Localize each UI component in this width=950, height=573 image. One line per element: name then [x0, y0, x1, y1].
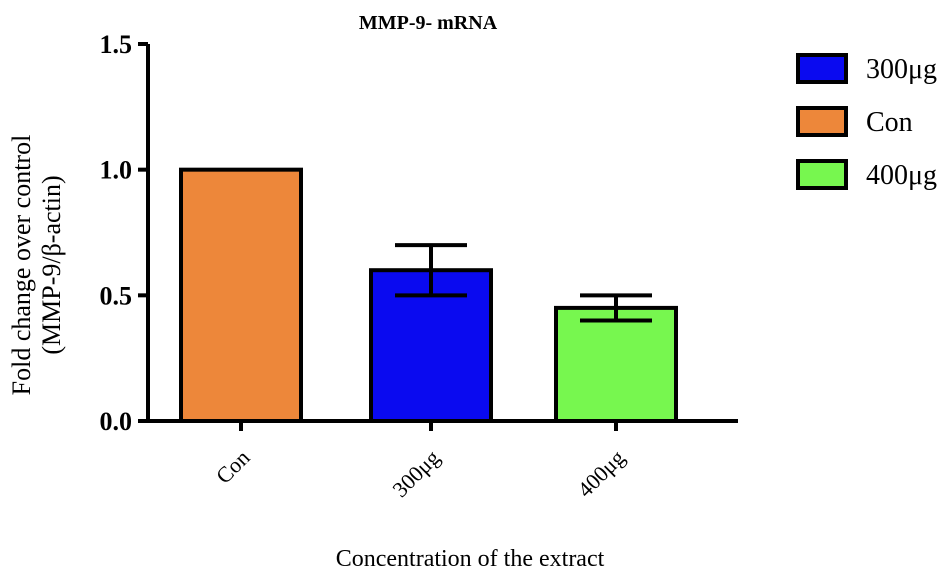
- chart-title: MMP-9- mRNA: [359, 12, 498, 34]
- x-tick-label-3: 400μg: [572, 445, 629, 502]
- legend-item-3: 400μg: [796, 159, 937, 191]
- x-tick-label-1: Con: [211, 445, 255, 489]
- x-axis-label: Concentration of the extract: [336, 546, 605, 572]
- y-tick-label-4: 1.5: [100, 30, 133, 59]
- y-tick-label-2: 0.5: [100, 281, 133, 310]
- legend-swatch: [796, 106, 848, 137]
- legend-label: 400μg: [866, 160, 937, 191]
- bar-3: [554, 305, 678, 423]
- legend-label: 300μg: [866, 54, 937, 85]
- legend-swatch: [796, 53, 848, 84]
- y-axis-label-line1: Fold change over control: [7, 135, 36, 396]
- legend-label: Con: [866, 107, 913, 138]
- error-bar-3: [580, 293, 652, 323]
- error-bar-2: [395, 243, 467, 298]
- legend-swatch: [796, 159, 848, 190]
- y-axis-label: Fold change over control (MMP-9/β-actin): [7, 135, 66, 396]
- y-axis-label-line2: (MMP-9/β-actin): [37, 175, 66, 354]
- y-tick-label-1: 0.0: [100, 407, 133, 436]
- y-tick-label-3: 1.0: [100, 156, 133, 185]
- legend-item-2: Con: [796, 106, 913, 138]
- bar-1: [179, 167, 303, 423]
- legend-item-1: 300μg: [796, 53, 937, 85]
- x-tick-label-2: 300μg: [387, 445, 444, 502]
- plot-area: 0.0 0.5 1.0 1.5 Con 300μg 400μg: [100, 30, 738, 502]
- legend: 300μg Con 400μg: [796, 53, 937, 191]
